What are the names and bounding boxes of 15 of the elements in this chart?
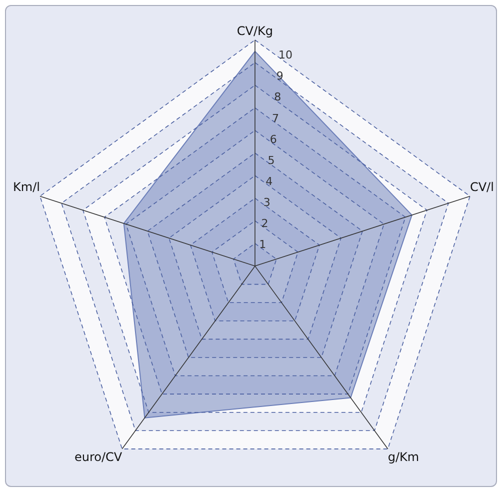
spoke-label: euro/CV	[74, 450, 123, 464]
y-tick-label: 1	[259, 238, 266, 252]
spoke-label: CV/Kg	[236, 24, 274, 38]
y-tick-label: 10	[278, 48, 292, 62]
y-tick-label: 7	[272, 112, 280, 125]
y-tick-label: 4	[266, 174, 273, 188]
y-tick-label: 6	[270, 132, 277, 146]
y-tick-label: 9	[276, 70, 284, 83]
y-tick-label: 8	[274, 90, 282, 104]
spoke-label: CV/l	[470, 180, 494, 194]
spoke-label: g/Km	[388, 450, 420, 464]
spoke-label: Km/l	[13, 180, 40, 194]
y-tick-label: 2	[261, 216, 268, 230]
y-tick-label: 5	[268, 154, 275, 167]
y-tick-label: 3	[263, 196, 270, 209]
